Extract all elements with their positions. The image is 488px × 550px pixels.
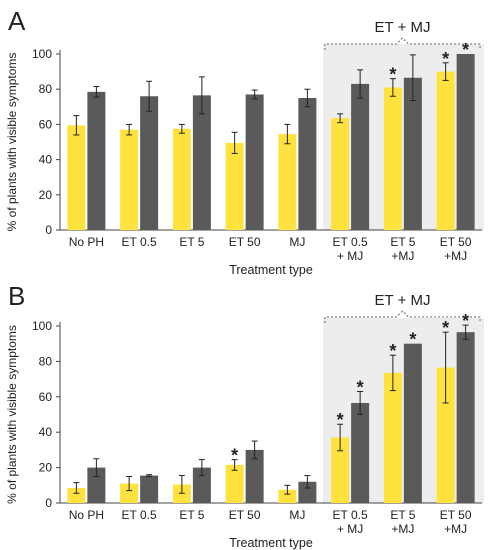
panel-label: A <box>8 6 26 36</box>
bracket-label: ET + MJ <box>375 292 431 309</box>
x-tick-label: ET 50 <box>229 508 261 522</box>
bar-gray <box>403 343 422 503</box>
significance-asterisk: * <box>409 330 416 350</box>
bar-yellow <box>172 128 191 230</box>
x-tick-label: ET 5 <box>390 235 415 249</box>
x-tick-label: ET 50 <box>440 508 472 522</box>
x-tick-label: MJ <box>289 235 305 249</box>
bar-gray <box>192 95 211 230</box>
panel-label: B <box>8 281 25 311</box>
bar-gray <box>351 83 370 230</box>
y-tick-label: 40 <box>39 153 53 167</box>
x-tick-label: ET 5 <box>179 235 204 249</box>
bar-yellow <box>67 125 86 230</box>
bar-gray <box>192 467 211 503</box>
x-axis-title: Treatment type <box>229 263 313 277</box>
x-tick-label: ET 50 <box>440 235 472 249</box>
bar-gray <box>403 77 422 230</box>
y-tick-label: 60 <box>39 390 53 404</box>
bar-yellow <box>331 437 350 503</box>
y-tick-label: 80 <box>39 82 53 96</box>
significance-asterisk: * <box>389 341 396 361</box>
bar-yellow <box>278 489 297 503</box>
x-tick-label: + MJ <box>337 249 363 263</box>
bar-yellow <box>120 129 139 230</box>
bar-gray <box>456 54 475 230</box>
bar-yellow <box>436 71 455 230</box>
bar-gray <box>140 475 159 503</box>
y-axis-title: % of plants with visible symptoms <box>5 53 19 232</box>
y-axis-title: % of plants with visible symptoms <box>5 325 19 504</box>
y-tick-label: 20 <box>39 461 53 475</box>
significance-asterisk: * <box>389 65 396 85</box>
x-axis-title: Treatment type <box>229 536 313 550</box>
y-tick-label: 20 <box>39 188 53 202</box>
x-tick-label: + MJ <box>337 522 363 536</box>
bar-gray <box>351 402 370 503</box>
bar-gray <box>87 91 106 230</box>
y-tick-label: 100 <box>32 319 52 333</box>
y-tick-label: 60 <box>39 117 53 131</box>
x-tick-label: ET 50 <box>229 235 261 249</box>
bar-gray <box>298 98 317 230</box>
bar-gray <box>140 96 159 231</box>
x-tick-label: +MJ <box>444 522 467 536</box>
x-tick-label: ET 0.5 <box>333 235 368 249</box>
bar-yellow <box>225 142 244 230</box>
bar-yellow <box>225 464 244 503</box>
bar-gray <box>298 481 317 503</box>
bar-gray <box>245 94 264 230</box>
x-tick-label: ET 0.5 <box>122 235 157 249</box>
bar-yellow <box>383 372 402 503</box>
bar-yellow <box>383 87 402 230</box>
x-tick-label: ET 5 <box>390 508 415 522</box>
x-tick-label: ET 0.5 <box>333 508 368 522</box>
significance-asterisk: * <box>442 49 449 69</box>
bar-yellow <box>67 487 86 503</box>
significance-asterisk: * <box>337 410 344 430</box>
bracket-line <box>324 37 481 50</box>
chart-panel-a: ET + MJ A 0 20 40 60 80 100 % of plants with vis… <box>5 6 484 277</box>
x-tick-label: MJ <box>289 508 305 522</box>
y-tick-label: 100 <box>32 47 52 61</box>
x-tick-label: +MJ <box>444 249 467 263</box>
bar-gray <box>456 332 475 503</box>
x-tick-label: ET 0.5 <box>122 508 157 522</box>
significance-asterisk: * <box>357 377 364 397</box>
bar-gray <box>87 467 106 503</box>
y-tick-label: 40 <box>39 425 53 439</box>
bar-yellow <box>331 118 350 230</box>
bracket-line <box>324 310 481 323</box>
x-tick-label: No PH <box>69 235 104 249</box>
bar-yellow <box>278 134 297 230</box>
significance-asterisk: * <box>442 318 449 338</box>
significance-asterisk: * <box>231 446 238 466</box>
y-tick-label: 0 <box>45 496 52 510</box>
chart-panel-b: ET + MJ B 0 20 40 60 80 100 % of plants with vis… <box>5 281 484 550</box>
y-tick-label: 0 <box>45 223 52 237</box>
x-tick-label: +MJ <box>391 249 414 263</box>
bracket-label: ET + MJ <box>375 19 431 36</box>
significance-asterisk: * <box>462 311 469 331</box>
significance-asterisk: * <box>462 40 469 60</box>
y-tick-label: 80 <box>39 354 53 368</box>
x-tick-label: +MJ <box>391 522 414 536</box>
bar-yellow <box>436 367 455 503</box>
bar-yellow <box>120 483 139 503</box>
x-tick-label: No PH <box>69 508 104 522</box>
x-tick-label: ET 5 <box>179 508 204 522</box>
bar-gray <box>245 449 264 503</box>
